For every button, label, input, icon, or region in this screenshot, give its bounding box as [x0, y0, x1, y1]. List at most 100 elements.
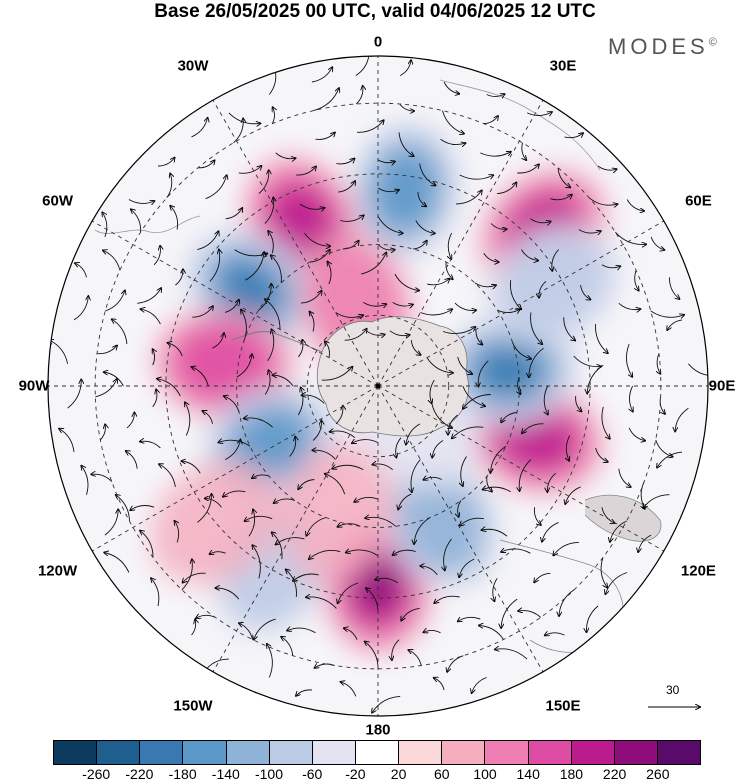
wind-vector: [332, 465, 364, 470]
wind-vector: [586, 605, 599, 632]
wind-vector: [509, 280, 521, 309]
colorbar-swatch: [182, 741, 226, 764]
wind-vector: [408, 650, 422, 666]
lon-label-0: 0: [373, 33, 383, 51]
colorbar-tick-label: -260: [82, 766, 111, 782]
wind-vector: [313, 88, 339, 112]
wind-vector: [458, 617, 481, 621]
wind-vector: [287, 628, 316, 634]
wind-vector: [478, 360, 489, 387]
colorbar-swatch: [441, 741, 485, 764]
wind-vector: [128, 199, 155, 204]
wind-vector: [626, 343, 632, 377]
wind-vector: [454, 302, 476, 310]
lon-label-90e: 90E: [708, 377, 736, 395]
wind-vector: [490, 223, 507, 230]
wind-vector: [299, 203, 325, 209]
colorbar-swatch: [613, 741, 657, 764]
wind-vector: [202, 411, 213, 424]
wind-vector: [340, 215, 364, 222]
lon-label-60e: 60E: [685, 192, 712, 210]
wind-vector: [338, 181, 355, 193]
wind-vector: [377, 187, 399, 192]
wind-vector: [517, 164, 539, 174]
wind-vector: [296, 166, 316, 176]
anomaly-contour: [231, 409, 309, 478]
wind-vector: [650, 310, 684, 317]
wind-vector: [413, 241, 427, 250]
wind-vector: [688, 363, 708, 377]
wind-vector: [258, 170, 269, 194]
wind-vector: [297, 388, 303, 416]
wind-vector: [75, 263, 87, 278]
wind-vector: [377, 216, 403, 233]
wind-vector: [321, 367, 353, 381]
wind-vector: [490, 445, 507, 473]
wind-vector: [264, 370, 270, 395]
wind-vector: [667, 319, 683, 330]
wind-vector: [522, 423, 544, 434]
meridian-line: [212, 99, 379, 387]
anomaly-contour: [399, 473, 484, 572]
wind-vector: [102, 212, 108, 238]
meridian-line: [212, 385, 379, 673]
wind-vector: [233, 119, 244, 144]
wind-vector: [325, 474, 346, 495]
wind-vector: [336, 159, 354, 165]
wind-vector: [638, 534, 652, 552]
wind-vector: [168, 343, 183, 357]
wind-vector: [460, 517, 484, 526]
wind-vector: [480, 152, 511, 157]
colorbar-swatch: [484, 741, 528, 764]
wind-vector: [297, 340, 303, 358]
wind-vector: [401, 607, 420, 620]
wind-vector: [267, 644, 273, 678]
wind-vector: [483, 116, 498, 125]
colorbar-tick-label: 220: [602, 766, 627, 782]
wind-vector: [153, 246, 160, 266]
wind-vector: [377, 244, 395, 250]
wind-vector: [356, 120, 384, 133]
wind-vector: [281, 637, 294, 656]
wind-vector: [272, 107, 274, 124]
wind-vector: [618, 302, 641, 309]
colorbar-tick-label: 60: [434, 766, 450, 782]
brand-logo: MODES©: [608, 34, 717, 60]
wind-vector: [140, 441, 161, 449]
wind-vector: [486, 94, 505, 96]
wind-vector: [542, 521, 559, 541]
wind-vector: [152, 389, 157, 408]
wind-vector: [352, 440, 379, 444]
wind-vector: [104, 553, 130, 573]
wind-vector: [137, 288, 161, 304]
wind-vector: [191, 118, 208, 138]
anomaly-contour: [479, 346, 539, 394]
wind-vector: [669, 277, 679, 299]
colorbar-swatch: [54, 741, 97, 764]
wind-vector: [275, 152, 296, 159]
wind-vector: [181, 559, 192, 591]
wind-vector: [497, 182, 516, 195]
wind-vector: [59, 429, 75, 453]
wind-vector: [410, 340, 420, 355]
wind-vector: [140, 531, 154, 558]
colorbar-tick-label: 180: [559, 766, 584, 782]
wind-vector: [309, 550, 341, 559]
wind-vector: [629, 385, 632, 412]
colorbar-tick-label: 260: [646, 766, 670, 782]
colorbar-swatch: [311, 741, 355, 764]
wind-vector: [344, 628, 358, 640]
wind-vector: [104, 509, 118, 536]
wind-vector: [328, 262, 332, 285]
wind-vector: [650, 236, 664, 250]
colorbar-swatch: [354, 741, 399, 764]
wind-vector: [628, 427, 645, 441]
wind-vector: [483, 253, 499, 262]
brand-name: MODES: [608, 34, 709, 59]
wind-vector: [423, 630, 441, 632]
graticule: [48, 56, 708, 716]
wind-vector: [112, 319, 128, 345]
wind-vector: [298, 479, 315, 490]
wind-vector: [296, 689, 312, 696]
wind-vector: [183, 572, 206, 583]
